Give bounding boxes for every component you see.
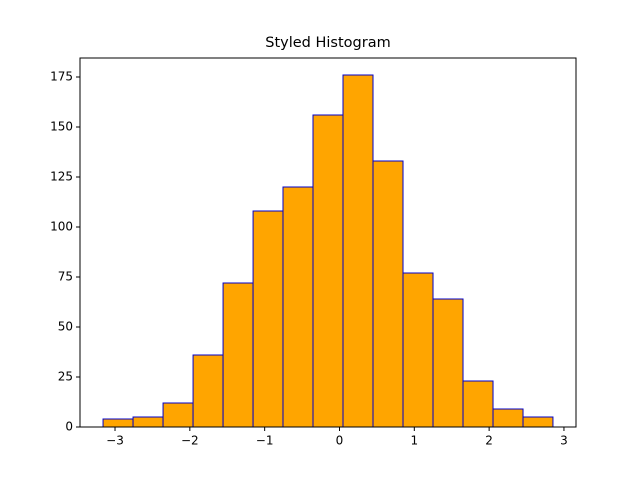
bar — [162, 402, 194, 428]
bar — [432, 298, 464, 428]
bar — [192, 354, 224, 428]
x-tick-label: −1 — [256, 434, 274, 448]
bar — [372, 160, 404, 428]
bar — [282, 186, 314, 428]
bar — [252, 210, 284, 428]
y-tick-label: 75 — [58, 270, 73, 284]
bar — [312, 114, 344, 428]
bar — [102, 418, 134, 428]
y-tick-label: 100 — [50, 220, 73, 234]
y-tick-label: 150 — [50, 120, 73, 134]
bar — [402, 272, 434, 428]
bar — [462, 380, 494, 428]
bar — [522, 416, 554, 428]
bar — [222, 282, 254, 428]
x-tick-label: 0 — [336, 434, 344, 448]
chart-title: Styled Histogram — [265, 35, 390, 51]
bar — [492, 408, 524, 428]
y-tick-label: 50 — [58, 320, 73, 334]
y-tick-label: 175 — [50, 70, 73, 84]
x-tick-label: 3 — [560, 434, 568, 448]
plot-frame — [79, 57, 577, 428]
x-tick-label: 2 — [485, 434, 493, 448]
x-tick-label: −3 — [106, 434, 124, 448]
y-tick-label: 25 — [58, 370, 73, 384]
x-tick-label: −2 — [181, 434, 199, 448]
bar — [132, 416, 164, 428]
x-tick-label: 1 — [410, 434, 418, 448]
y-tick-label: 125 — [50, 170, 73, 184]
bar — [342, 74, 374, 428]
y-tick-label: 0 — [65, 420, 73, 434]
